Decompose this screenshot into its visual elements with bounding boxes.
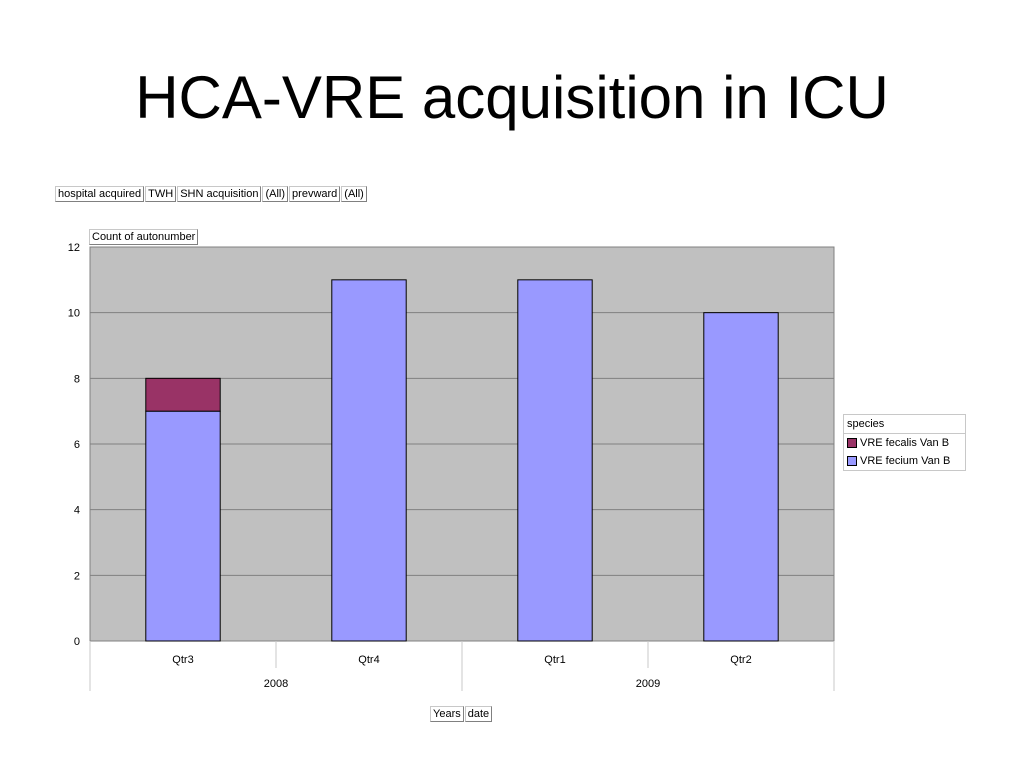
legend-swatch-fecium: [847, 456, 857, 466]
x-field-date[interactable]: date: [464, 706, 493, 722]
y-tick-label: 6: [74, 439, 80, 451]
legend-label-fecium: VRE fecium Van B: [860, 455, 951, 467]
bar-fecalis-qtr3: [145, 377, 221, 412]
x-tick-label: Qtr4: [358, 654, 379, 666]
y-tick-label: 10: [68, 308, 80, 320]
x-tick-label: Qtr2: [730, 654, 751, 666]
legend-title[interactable]: species: [844, 415, 965, 434]
page-field-prevward-value[interactable]: (All): [341, 186, 367, 202]
x-tick-label: Qtr3: [172, 654, 193, 666]
x-group-label: 2008: [264, 678, 288, 690]
bar-fecium-qtr3: [145, 410, 221, 642]
page-field-shn-acquisition[interactable]: SHN acquisition: [177, 186, 262, 202]
slide-title: HCA-VRE acquisition in ICU: [135, 64, 889, 131]
y-tick-label: 8: [74, 373, 80, 385]
bar-fecium-qtr2: [703, 312, 779, 642]
y-tick-label: 12: [68, 242, 80, 254]
bar-fecium-qtr4: [331, 279, 407, 642]
legend-swatch-fecalis: [847, 438, 857, 448]
data-field-row: Count of autonumber: [89, 229, 199, 245]
bar-fecium-qtr1: [517, 279, 593, 642]
x-group-label: 2009: [636, 678, 660, 690]
data-field-count[interactable]: Count of autonumber: [89, 229, 199, 245]
legend-entry-fecium: VRE fecium Van B: [844, 452, 965, 470]
x-tick-label: Qtr1: [544, 654, 565, 666]
legend: species VRE fecalis Van B VRE fecium Van…: [843, 414, 966, 471]
page-field-prevward[interactable]: prevward: [289, 186, 341, 202]
y-tick-label: 4: [74, 505, 80, 517]
x-field-years[interactable]: Years: [430, 706, 464, 722]
page-field-hospital-acquired[interactable]: hospital acquired: [55, 186, 145, 202]
y-tick-label: 2: [74, 570, 80, 582]
page-field-shn-value[interactable]: (All): [262, 186, 289, 202]
legend-entry-fecalis: VRE fecalis Van B: [844, 434, 965, 452]
page-field-row: hospital acquired TWH SHN acquisition (A…: [55, 186, 368, 202]
page-field-twh[interactable]: TWH: [145, 186, 177, 202]
legend-label-fecalis: VRE fecalis Van B: [860, 437, 950, 449]
x-field-row: Years date: [430, 706, 493, 722]
y-tick-label: 0: [74, 636, 80, 648]
